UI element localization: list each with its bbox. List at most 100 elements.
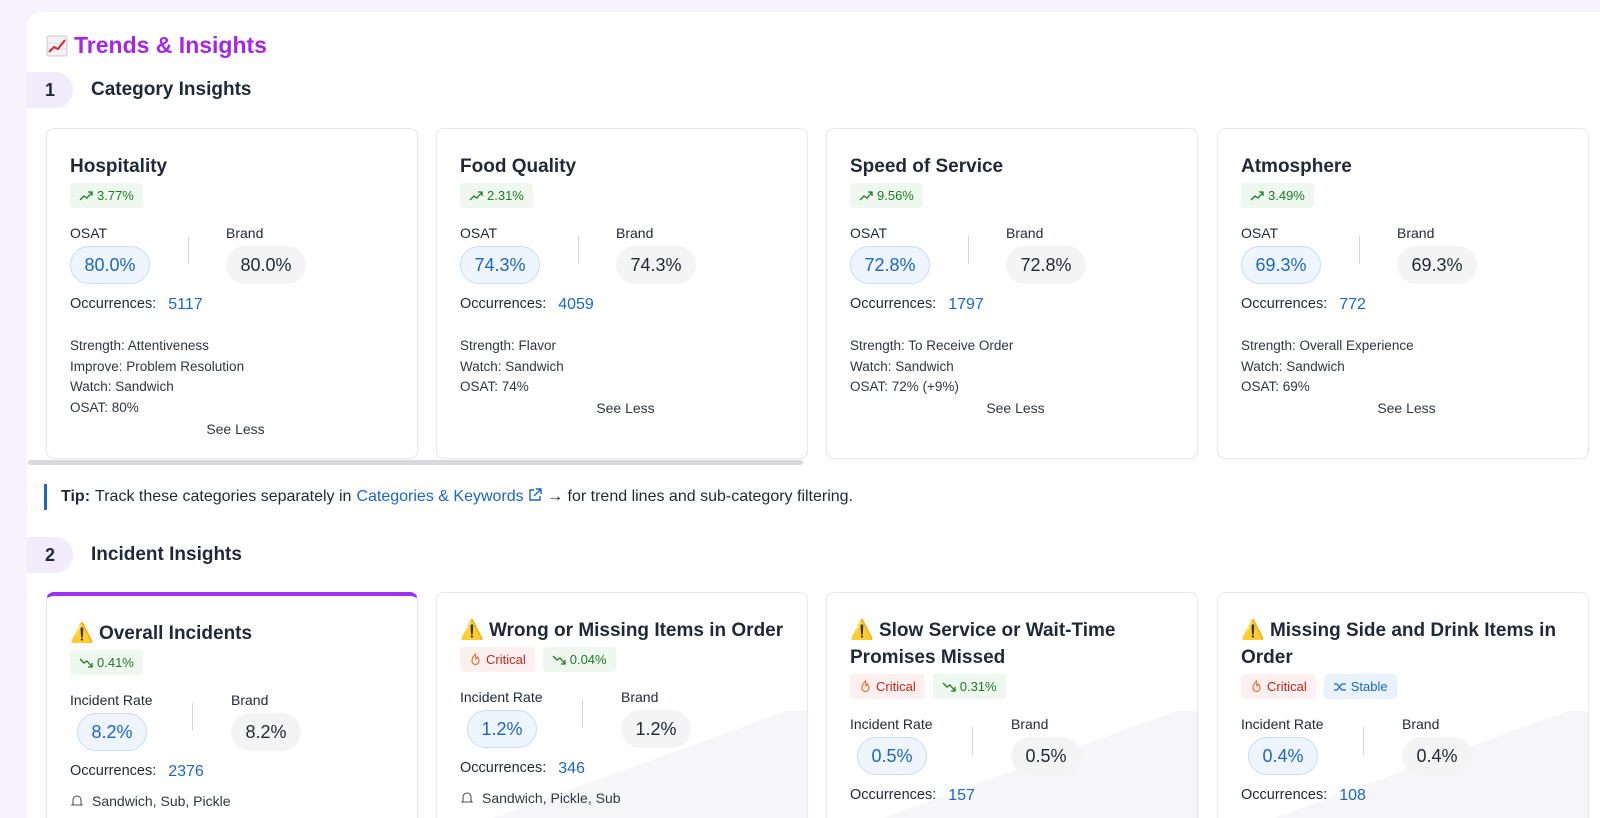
occurrences-row: Occurrences: 108 (1241, 787, 1572, 805)
occurrences-value: 5117 (168, 296, 203, 313)
incident-card[interactable]: ⚠️ Slow Service or Wait-Time Promises Mi… (826, 592, 1198, 818)
occurrences-label: Occurrences: (460, 296, 547, 312)
trend-down-icon (942, 682, 956, 692)
incident-name: Missing Side and Drink Items in Order (1241, 620, 1557, 668)
tip-text: Track these categories separately in (95, 488, 352, 505)
incident-title: ⚠️ Wrong or Missing Items in Order (460, 617, 791, 644)
brand-pill: 1.2% (621, 710, 691, 748)
category-card[interactable]: Atmosphere 3.49% OSAT Brand 69.3% 69.3% … (1217, 128, 1589, 459)
category-name: Hospitality (70, 156, 168, 177)
incident-badge: Critical (850, 674, 925, 699)
critical-icon (861, 680, 870, 693)
note-line: Strength: Attentiveness (70, 338, 209, 353)
incident-rate-label: Incident Rate (1241, 716, 1324, 732)
incident-rate-pill: 1.2% (467, 710, 537, 748)
occurrences-label: Occurrences: (1241, 296, 1328, 312)
note-line: Watch: Sandwich (850, 358, 954, 374)
note-line: OSAT: 72% (+9%) (850, 379, 959, 395)
metrics-row: OSAT Brand 72.8% 72.8% (850, 220, 1181, 290)
incident-name: Slow Service or Wait-Time Promises Misse… (850, 620, 1116, 668)
incident-card[interactable]: ⚠️ Wrong or Missing Items in Order Criti… (436, 592, 808, 818)
occurrences-value: 2376 (168, 763, 204, 780)
osat-label: OSAT (1241, 225, 1279, 241)
metrics-row: OSAT Brand 80.0% 80.0% (70, 220, 401, 290)
incident-rate-label: Incident Rate (460, 689, 543, 705)
category-card[interactable]: Speed of Service 9.56% OSAT Brand 72.8% … (826, 128, 1198, 459)
note-line: Strength: To Receive Order (850, 338, 1014, 353)
note-line: Watch: Sandwich (70, 379, 174, 395)
occurrences-row: Occurrences: 772 (1241, 296, 1572, 314)
incident-title: ⚠️ Overall Incidents (70, 620, 401, 647)
category-card[interactable]: Hospitality 3.77% OSAT Brand 80.0% 80.0%… (46, 128, 418, 459)
tip-callout: Tip: Track these categories separately i… (44, 484, 853, 510)
brand-pill: 72.8% (1006, 246, 1086, 284)
see-less-toggle[interactable]: See Less (1377, 400, 1436, 417)
see-less-toggle[interactable]: See Less (986, 400, 1045, 417)
incident-card[interactable]: ⚠️ Missing Side and Drink Items in Order… (1217, 592, 1589, 818)
osat-label: OSAT (850, 225, 888, 241)
metric-divider (968, 236, 969, 264)
trend-up-icon (1250, 190, 1264, 200)
metrics-row: Incident Rate Brand 0.5% 0.5% (850, 711, 1181, 781)
brand-pill: 74.3% (616, 246, 696, 284)
incident-card[interactable]: ⚠️ Overall Incidents 0.41% Incident Rate… (46, 592, 418, 818)
trend-value: 9.56% (877, 188, 914, 203)
occurrences-value: 1797 (948, 296, 984, 313)
note-line: OSAT: 69% (1241, 379, 1310, 395)
insight-notes: Strength: To Receive Order Watch: Sandwic… (850, 336, 1181, 398)
link-text[interactable]: Categories & Keywords (356, 488, 524, 505)
metric-divider (578, 236, 579, 264)
badge-text: 0.04% (569, 652, 607, 667)
tags-row: Sandwich, Sub, Pickle (70, 793, 401, 809)
trend-up-icon (469, 190, 483, 200)
category-name: Food Quality (460, 156, 577, 177)
category-name: Atmosphere (1241, 156, 1352, 177)
incident-title: ⚠️ Slow Service or Wait-Time Promises Mi… (850, 617, 1181, 671)
horizontal-scrollbar[interactable] (28, 460, 803, 465)
section-title: Incident Insights (91, 544, 242, 565)
incident-badge: Stable (1323, 674, 1397, 699)
insight-notes: Strength: Flavor Watch: Sandwich OSAT: 74% (460, 336, 791, 398)
metric-divider (1359, 236, 1360, 264)
badge-text: Critical (486, 652, 526, 667)
trend-badge: 3.49% (1241, 183, 1314, 208)
brand-pill: 0.5% (1011, 737, 1081, 775)
metric-divider (972, 727, 973, 755)
category-card[interactable]: Food Quality 2.31% OSAT Brand 74.3% 74.3… (436, 128, 808, 459)
brand-label: Brand (621, 689, 659, 705)
occurrences-label: Occurrences: (460, 760, 547, 776)
brand-label: Brand (1006, 225, 1044, 241)
warning-icon: ⚠️ (850, 620, 874, 641)
trend-down-icon (552, 655, 566, 665)
see-less-toggle[interactable]: See Less (206, 420, 265, 437)
brand-label: Brand (231, 692, 269, 708)
note-line: OSAT: 80% (70, 400, 139, 416)
occurrences-row: Occurrences: 2376 (70, 763, 401, 781)
incident-name: Wrong or Missing Items in Order (488, 620, 784, 641)
metric-divider (192, 703, 193, 731)
occurrences-row: Occurrences: 1797 (850, 296, 1181, 314)
brand-pill: 8.2% (231, 713, 301, 751)
note-line: Watch: Sandwich (1241, 358, 1345, 374)
categories-keywords-link[interactable]: Categories & Keywords (356, 488, 542, 506)
osat-label: OSAT (460, 225, 498, 241)
metrics-row: OSAT Brand 74.3% 74.3% (460, 220, 791, 290)
incident-rate-pill: 0.5% (857, 737, 927, 775)
external-link-icon (529, 488, 542, 501)
occurrences-value: 772 (1339, 296, 1366, 313)
badge-text: 0.41% (97, 655, 134, 670)
warning-icon: ⚠️ (70, 623, 94, 644)
category-name: Speed of Service (850, 156, 1004, 177)
warning-icon: ⚠️ (1241, 620, 1265, 641)
brand-label: Brand (1402, 716, 1440, 732)
occurrences-row: Occurrences: 5117 (70, 296, 401, 314)
see-less-toggle[interactable]: See Less (596, 400, 655, 417)
incident-name: Overall Incidents (98, 623, 253, 644)
incident-rate-pill: 0.4% (1248, 737, 1318, 775)
insight-notes: Strength: Overall Experience Watch: Sandw… (1241, 336, 1572, 398)
osat-pill: 80.0% (70, 246, 150, 284)
occurrences-value: 157 (948, 787, 975, 804)
trend-badge: 9.56% (850, 183, 923, 208)
trend-up-icon (859, 190, 873, 200)
brand-label: Brand (226, 225, 264, 241)
